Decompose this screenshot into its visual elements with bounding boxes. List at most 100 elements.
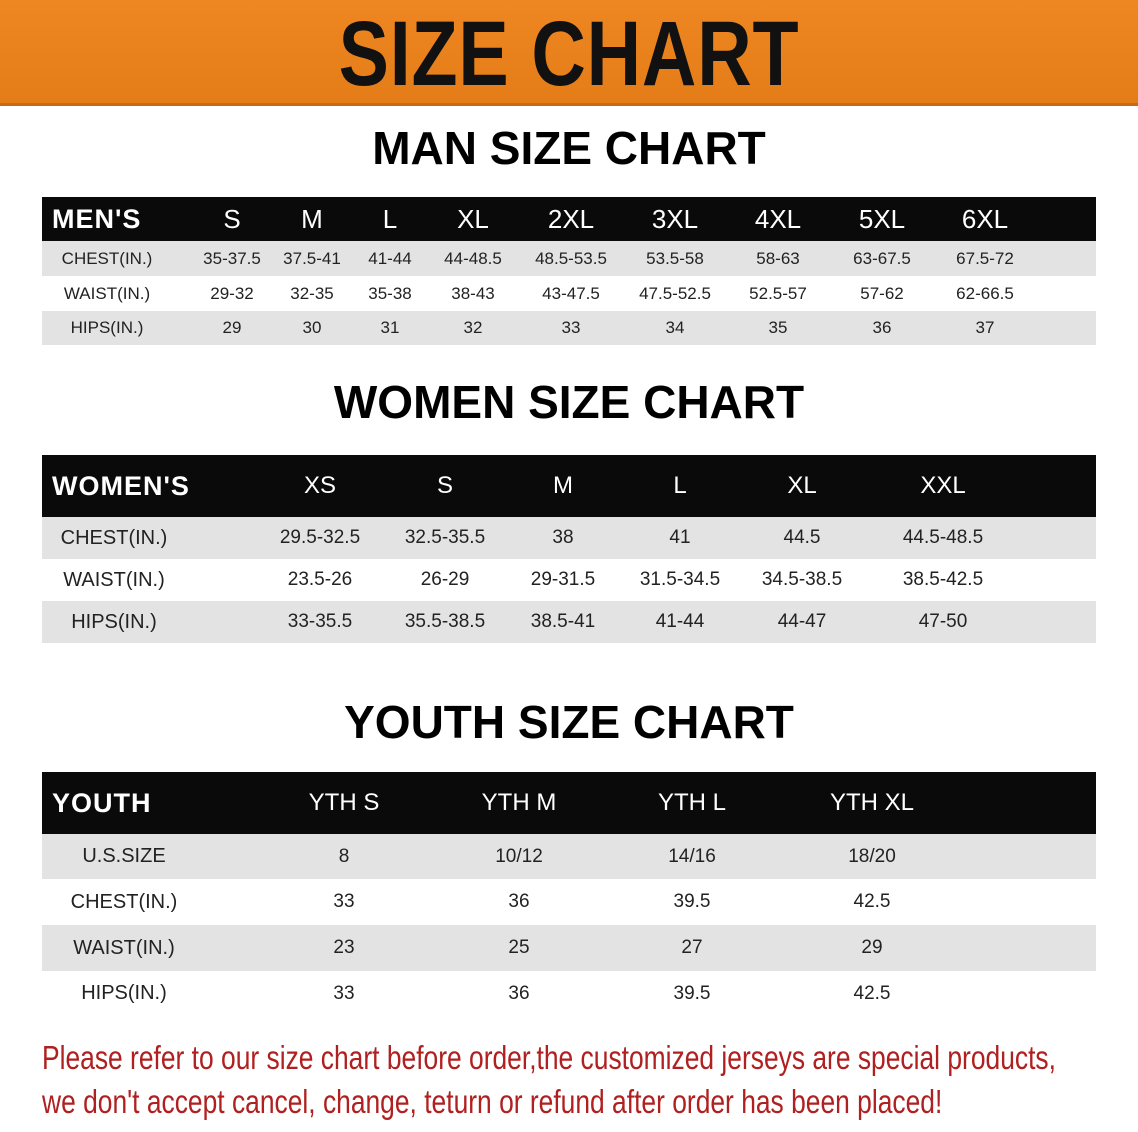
banner: SIZE CHART: [0, 0, 1138, 106]
table-row: U.S.SIZE 8 10/12 14/16 18/20: [42, 834, 1096, 879]
table-cell: 62-66.5: [956, 283, 1014, 303]
table-header-label: MEN'S: [52, 203, 142, 234]
table-row: WAIST(IN.) 29-32 32-35 35-38 38-43 43-47.5 47.…: [42, 276, 1096, 311]
table-cell: 52.5-57: [749, 283, 807, 303]
table-header-row: YOUTH YTH S YTH M YTH L YTH XL: [42, 772, 1096, 834]
table-cell: 41: [669, 527, 691, 548]
size-column-header: XL: [787, 472, 817, 499]
row-label: WAIST(IN.): [73, 936, 175, 959]
table-cell: 47.5-52.5: [639, 283, 711, 303]
size-column-header: 4XL: [754, 203, 802, 234]
table-cell: 10/12: [495, 845, 543, 867]
table-cell: 34: [665, 318, 685, 337]
row-label: CHEST(IN.): [61, 248, 153, 268]
table-cell: 36: [508, 891, 530, 912]
table-cell: 34.5-38.5: [761, 569, 843, 590]
table-row: HIPS(IN.) 33-35.5 35.5-38.5 38.5-41 41-44 44-…: [42, 601, 1096, 643]
table-cell: 35-38: [368, 283, 412, 303]
table-cell: 63-67.5: [853, 248, 911, 268]
table-row: CHEST(IN.) 33 36 39.5 42.5: [42, 879, 1096, 925]
table-cell: 8: [338, 845, 350, 867]
table-row: CHEST(IN.) 35-37.5 37.5-41 41-44 44-48.5 48.5…: [42, 241, 1096, 276]
row-label: U.S.SIZE: [82, 845, 166, 867]
size-column-header: L: [673, 472, 687, 499]
table-cell: 33-35.5: [287, 611, 353, 632]
table-cell: 23.5-26: [287, 569, 353, 590]
table-cell: 57-62: [860, 283, 904, 303]
women-size-table: WOMEN'S XS S M L XL XXL CHEST(IN.) 29.5-32.5 32.5…: [42, 455, 1096, 643]
size-column-header: YTH XL: [829, 789, 915, 816]
table-header-label: WOMEN'S: [52, 470, 190, 501]
size-column-header: S: [223, 203, 241, 234]
size-column-header: YTH L: [657, 789, 727, 816]
size-column-header: M: [553, 472, 573, 499]
table-header-label: YOUTH: [52, 787, 152, 818]
size-column-header: XS: [303, 472, 337, 499]
table-cell: 18/20: [848, 845, 896, 867]
table-cell: 32-35: [290, 283, 334, 303]
table-cell: 31.5-34.5: [639, 569, 721, 590]
table-row: WAIST(IN.) 23 25 27 29: [42, 925, 1096, 971]
youth-size-table: YOUTH YTH S YTH M YTH L YTH XL U.S.SIZE 8 10/12…: [42, 772, 1096, 1016]
table-cell: 41-44: [368, 248, 412, 268]
table-cell: 36: [508, 982, 530, 1004]
table-cell: 41-44: [655, 611, 705, 632]
women-section-title: WOMEN SIZE CHART: [333, 376, 805, 428]
policy-note-line1: Please refer to our size chart before or…: [42, 1039, 1056, 1076]
size-column-header: M: [301, 203, 323, 234]
table-cell: 35.5-38.5: [404, 611, 486, 632]
table-cell: 53.5-58: [646, 248, 704, 268]
banner-title: SIZE CHART: [338, 3, 800, 105]
size-column-header: 6XL: [961, 203, 1009, 234]
table-cell: 42.5: [853, 891, 891, 912]
table-row: HIPS(IN.) 29 30 31 32 33 34 35 36 37: [42, 311, 1096, 345]
size-column-header: 2XL: [547, 203, 595, 234]
row-label: WAIST(IN.): [63, 283, 151, 303]
table-row: WAIST(IN.) 23.5-26 26-29 29-31.5 31.5-34.5 34…: [42, 559, 1096, 601]
table-cell: 44-48.5: [444, 248, 502, 268]
table-cell: 48.5-53.5: [535, 248, 607, 268]
table-row: CHEST(IN.) 29.5-32.5 32.5-35.5 38 41 44.5 44.5…: [42, 517, 1096, 559]
size-column-header: YTH M: [481, 789, 557, 816]
table-cell: 29: [222, 318, 242, 337]
men-size-table: MEN'S S M L XL 2XL 3XL 4XL 5XL 6XL CHEST(IN.) 35-37…: [42, 197, 1096, 345]
row-label: CHEST(IN.): [70, 890, 178, 913]
row-label: HIPS(IN.): [71, 610, 157, 633]
table-cell: 30: [302, 318, 322, 337]
size-column-header: 3XL: [651, 203, 699, 234]
table-cell: 33: [333, 891, 355, 912]
table-cell: 37.5-41: [283, 248, 341, 268]
table-cell: 32.5-35.5: [404, 527, 486, 548]
table-cell: 29: [861, 937, 883, 958]
size-column-header: S: [436, 472, 454, 499]
table-header-row: MEN'S S M L XL 2XL 3XL 4XL 5XL 6XL: [42, 197, 1096, 241]
table-cell: 35: [768, 318, 788, 337]
size-column-header: 5XL: [858, 203, 906, 234]
table-cell: 23: [333, 937, 355, 958]
table-cell: 32: [463, 318, 483, 337]
size-column-header: XXL: [920, 472, 966, 499]
table-header-row: WOMEN'S XS S M L XL XXL: [42, 455, 1096, 517]
table-cell: 37: [975, 318, 995, 337]
table-cell: 36: [872, 318, 892, 337]
table-cell: 39.5: [673, 982, 711, 1004]
table-cell: 39.5: [673, 891, 711, 912]
table-cell: 33: [333, 982, 355, 1004]
table-cell: 44.5-48.5: [902, 527, 984, 548]
men-section-title: MAN SIZE CHART: [372, 122, 766, 174]
row-label: HIPS(IN.): [81, 982, 167, 1004]
table-cell: 38: [552, 527, 574, 548]
policy-note-line2: we don't accept cancel, change, teturn o…: [42, 1083, 943, 1120]
table-cell: 27: [681, 937, 703, 958]
table-cell: 35-37.5: [203, 248, 261, 268]
table-cell: 25: [508, 937, 530, 958]
row-label: WAIST(IN.): [63, 568, 165, 591]
table-cell: 42.5: [853, 982, 891, 1004]
table-cell: 38.5-41: [530, 611, 596, 632]
table-cell: 29.5-32.5: [279, 527, 361, 548]
table-cell: 29-31.5: [530, 569, 596, 590]
size-column-header: YTH S: [308, 789, 380, 816]
table-cell: 38-43: [451, 283, 495, 303]
table-cell: 44-47: [777, 611, 827, 632]
table-cell: 47-50: [918, 611, 968, 632]
